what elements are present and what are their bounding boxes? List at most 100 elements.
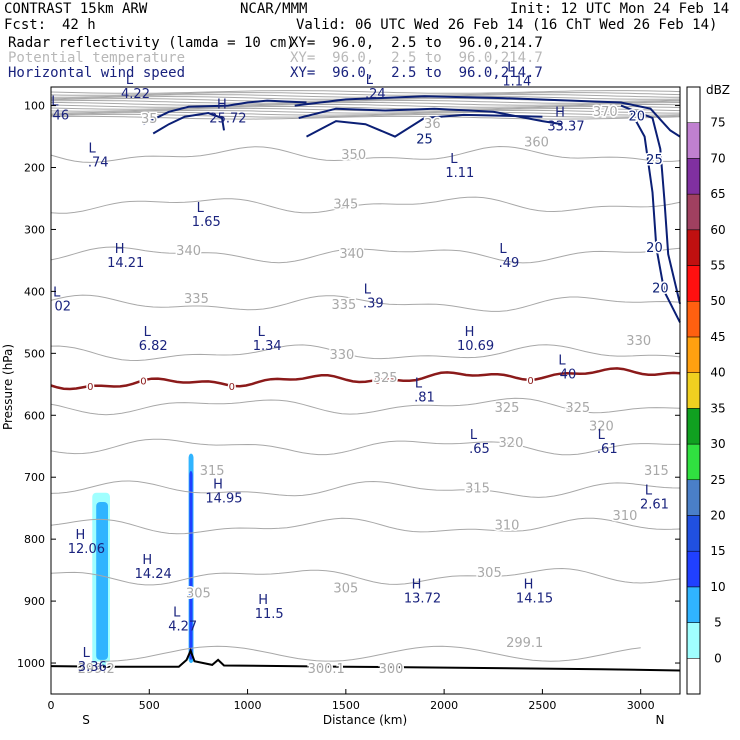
colorbar-swatch [686, 158, 701, 195]
colorbar-unit: dBZ [706, 83, 730, 97]
zero-isotherm-label: 0 [527, 376, 533, 387]
hl-marker-letter: H [555, 106, 565, 121]
colorbar-frame [686, 86, 701, 695]
hl-marker-letter: L [645, 484, 653, 499]
field-3-xy: XY= 96.0, 2.5 to 96.0,214.7 [290, 65, 543, 81]
theta-label: 300 [379, 662, 404, 677]
field-1-name: Radar reflectivity (lamda = 10 cm) [8, 35, 295, 51]
y-tick-label: 100 [24, 100, 45, 113]
hl-marker-letter: L [499, 242, 507, 257]
theta-contour-upper [50, 105, 681, 110]
hl-marker-letter: H [465, 325, 475, 340]
hl-marker-value: 33.37 [547, 120, 584, 135]
hl-marker-letter: L [364, 282, 372, 297]
colorbar-swatch [686, 658, 701, 695]
theta-contour-300 [100, 645, 641, 662]
theta-label: 305 [477, 566, 502, 581]
wind-speed-contour [152, 111, 225, 135]
y-tick-label: 1000 [17, 657, 45, 670]
theta-contour-upper [50, 92, 681, 96]
colorbar-swatch [686, 300, 701, 338]
x-tick-label: 3000 [627, 699, 655, 712]
zero-isotherm-label: 0 [87, 382, 93, 393]
colorbar-swatch [686, 515, 701, 552]
hl-marker-value: 1.65 [192, 215, 221, 230]
colorbar-tick-label: 40 [710, 366, 725, 380]
hl-marker-letter: L [126, 73, 134, 88]
x-tick-label: 500 [139, 699, 160, 712]
hl-marker-value: 1.11 [445, 166, 474, 181]
hl-marker-letter: L [450, 152, 458, 167]
colorbar-tick-label: 30 [710, 437, 725, 451]
y-tick-label: 500 [24, 347, 45, 360]
x-tick-label: 2000 [430, 699, 458, 712]
hl-marker-letter: L [89, 142, 97, 157]
hl-marker-value: 46 [53, 109, 70, 124]
hl-marker-letter: L [558, 353, 566, 368]
colorbar-swatch [686, 622, 701, 659]
theta-label: 310 [495, 519, 520, 534]
hl-marker-value: .49 [499, 256, 520, 271]
hl-marker-value: 2.61 [640, 498, 669, 513]
zero-isotherm-line [50, 367, 681, 391]
theta-contour-upper [50, 113, 681, 118]
theta-contour-320 [50, 438, 680, 456]
theta-label: 350 [341, 148, 366, 163]
y-tick-label: 400 [24, 285, 45, 298]
hl-marker-value: .24 [365, 87, 386, 102]
theta-contour-315 [50, 480, 681, 498]
theta-label: 325 [373, 371, 398, 386]
hl-marker-letter: L [53, 285, 61, 300]
wind-speed-contour [298, 107, 563, 126]
colorbar-tick-label: 75 [710, 116, 725, 130]
wind-speed-label: 25 [646, 153, 663, 168]
plot-title: CONTRAST 15km ARW [4, 1, 148, 17]
field-2-xy: XY= 96.0, 2.5 to 96.0,214.7 [290, 50, 543, 66]
wind-speed-contour [306, 113, 543, 138]
theta-label: 315 [465, 481, 490, 496]
hl-marker-value: 13.72 [404, 592, 441, 607]
hl-marker-value: 25.72 [209, 112, 246, 127]
theta-contour-upper [50, 111, 681, 116]
hl-marker-letter: L [470, 428, 478, 443]
colorbar-tick-label: 35 [710, 401, 725, 415]
zero-isotherm-label: 0 [374, 376, 380, 387]
hl-marker-value: 14.24 [135, 567, 172, 582]
theta-contour-upper [50, 94, 680, 98]
wind-speed-label: 20 [628, 110, 645, 125]
theta-label: 335 [184, 292, 209, 307]
theta-label: 310 [613, 509, 638, 524]
theta-label: 340 [176, 244, 201, 259]
zero-isotherm-label: 0 [140, 376, 146, 387]
theta-contour-upper [51, 109, 680, 114]
colorbar-tick-label: 0 [714, 651, 722, 665]
theta-label: 345 [333, 198, 358, 213]
init-time: Init: 12 UTC Mon 24 Feb 14 [510, 1, 730, 17]
theta-label: 300.1 [308, 662, 345, 677]
colorbar-tick-label: 25 [710, 473, 725, 487]
colorbar-swatch [686, 86, 701, 123]
fcst-label: Fcst: [4, 17, 47, 33]
theta-label: 320 [499, 436, 524, 451]
wind-speed-contour [620, 104, 681, 305]
hl-marker-value: 14.95 [205, 491, 242, 506]
wind-speed-label: 20 [652, 281, 669, 296]
hl-marker-value: 10.69 [457, 339, 494, 354]
hl-marker-letter: H [142, 553, 152, 568]
theta-label: 330 [626, 334, 651, 349]
hl-marker-value: 3.36 [78, 660, 107, 675]
hl-marker-letter: L [173, 606, 181, 621]
x-end-right-label: N [656, 713, 665, 727]
theta-label: 315 [644, 464, 669, 479]
reflectivity-area-10dbz [96, 501, 109, 660]
x-tick-label: 1500 [332, 699, 360, 712]
plot-frame [50, 86, 681, 695]
colorbar-swatch [686, 265, 701, 302]
hl-marker-value: 1.14 [502, 75, 531, 90]
colorbar-tick-label: 50 [710, 294, 725, 308]
theta-contour-345 [50, 196, 681, 214]
hl-marker-value: .81 [414, 390, 435, 405]
colorbar-swatch [686, 408, 701, 445]
theta-label: 35 [141, 112, 158, 127]
